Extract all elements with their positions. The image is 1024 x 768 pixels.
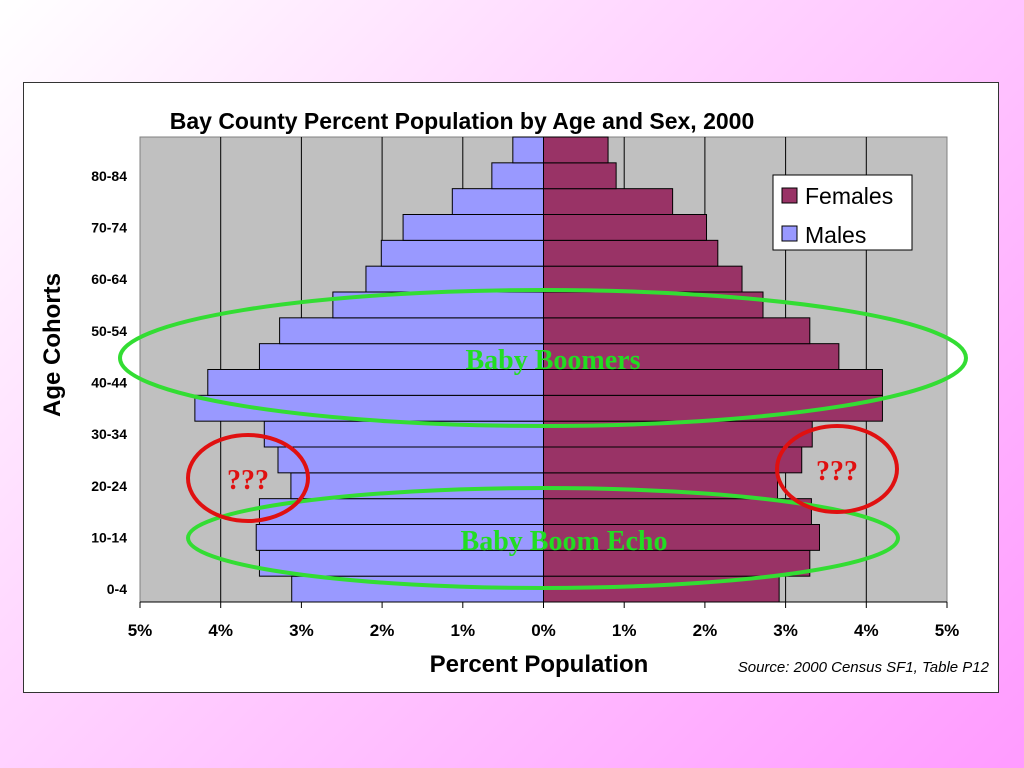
legend-swatch-males (781, 225, 798, 242)
legend-swatch-females (781, 187, 798, 204)
bar-males-45-49 (258, 343, 544, 370)
y-tick-label: 20-24 (91, 478, 127, 494)
bar-males-25-29 (277, 446, 544, 474)
x-tick-label: 2% (693, 621, 718, 640)
bar-males-15-19 (258, 498, 544, 525)
bar-females-40-44 (543, 369, 883, 396)
bar-males-75-79 (451, 188, 544, 215)
bar-females-15-19 (543, 498, 812, 525)
y-tick-label: 80-84 (91, 168, 127, 184)
legend: Females Males (772, 174, 913, 251)
bar-males-70-74 (402, 214, 544, 241)
x-tick-label: 4% (208, 621, 233, 640)
bar-females-80-84 (543, 162, 617, 190)
x-tick-label: 3% (289, 621, 314, 640)
x-tick-label: 5% (935, 621, 960, 640)
chart-title: Bay County Percent Population by Age and… (170, 108, 755, 134)
y-tick-label: 70-74 (91, 219, 127, 235)
bar-females-75-79 (543, 188, 674, 215)
question-ellipse-right (775, 424, 899, 514)
legend-label-males: Males (805, 222, 866, 248)
bar-females-85+ (543, 136, 609, 164)
y-tick-label: 50-54 (91, 323, 127, 339)
bar-females-50-54 (543, 317, 811, 345)
bar-males-85+ (512, 136, 545, 164)
question-label-right: ??? (816, 456, 858, 487)
x-tick-label: 4% (854, 621, 879, 640)
bar-females-70-74 (543, 214, 708, 241)
y-tick-label: 40-44 (91, 374, 127, 390)
bar-males-65-69 (380, 239, 544, 267)
x-tick-label: 3% (773, 621, 798, 640)
baby-boom-echo-label: Baby Boom Echo (461, 526, 668, 557)
x-tick-label: 2% (370, 621, 395, 640)
x-tick-label: 5% (128, 621, 153, 640)
y-tick-label: 0-4 (107, 581, 127, 597)
legend-label-females: Females (805, 183, 893, 209)
bar-females-45-49 (543, 343, 840, 370)
source-note: Source: 2000 Census SF1, Table P12 (738, 659, 990, 676)
bar-females-65-69 (543, 239, 719, 267)
y-tick-label: 30-34 (91, 426, 127, 442)
x-tick-label: 1% (451, 621, 476, 640)
x-tick-label: 0% (531, 621, 556, 640)
y-tick-label: 10-14 (91, 529, 127, 545)
annotations: Baby Boomers Baby Boom Echo ??? ??? (118, 288, 968, 590)
x-axis-label: Percent Population (430, 651, 649, 678)
baby-boomers-label: Baby Boomers (466, 345, 641, 376)
baby-boom-echo-ellipse (186, 486, 900, 590)
x-tick-label: 1% (612, 621, 637, 640)
y-axis-label: Age Cohorts (39, 273, 66, 417)
population-pyramid-chart: 0-4 10-14 20-24 30-34 40-44 50-54 60-64 70-74 80… (39, 108, 990, 678)
bar-females-5-9 (543, 549, 811, 577)
bar-males-20-24 (290, 472, 544, 500)
bar-males-60-64 (365, 265, 544, 293)
question-ellipse-left (186, 433, 310, 523)
question-label-left: ??? (227, 465, 269, 496)
baby-boomers-ellipse (118, 288, 968, 428)
y-tick-label: 60-64 (91, 271, 127, 287)
bar-males-80-84 (491, 162, 544, 190)
chart-panel: 0-4 10-14 20-24 30-34 40-44 50-54 60-64 70-74 80… (23, 82, 999, 693)
bar-males-40-44 (207, 369, 544, 396)
bar-females-10-14 (543, 524, 820, 551)
bar-females-25-29 (543, 446, 803, 474)
bar-females-60-64 (543, 265, 743, 293)
bar-males-50-54 (279, 317, 544, 345)
